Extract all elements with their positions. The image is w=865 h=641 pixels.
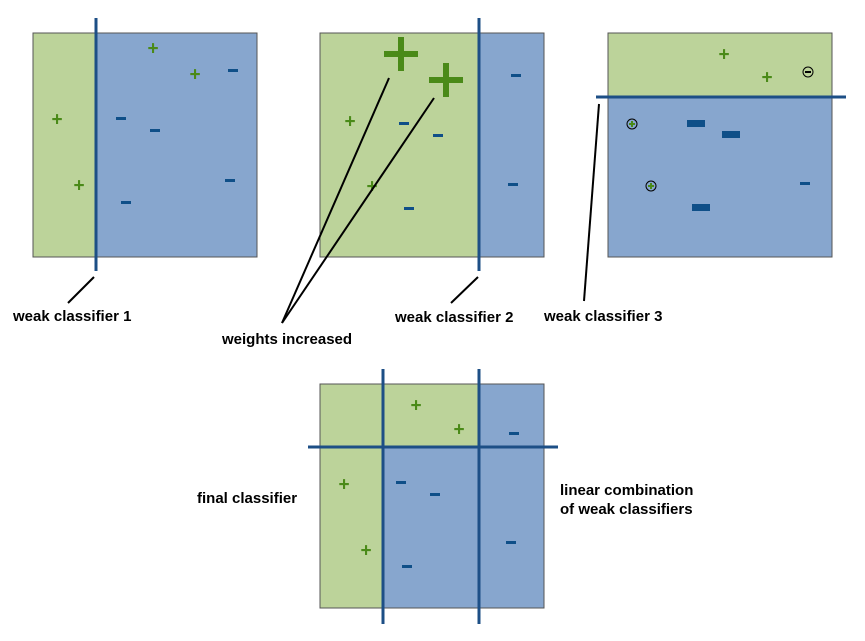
- plus-sample: +: [360, 541, 371, 562]
- minus-sample: [225, 179, 235, 182]
- plus-sample: +: [453, 420, 464, 441]
- minus-sample: [121, 201, 131, 204]
- label-pointer: [450, 276, 479, 304]
- plus-sample: +: [344, 112, 355, 133]
- panel-weak-classifier-1: + + + + weak classifier 1: [12, 18, 258, 325]
- minus-sample: [433, 134, 443, 137]
- plus-sample: +: [718, 45, 729, 66]
- final-classifier-label: final classifier: [197, 490, 297, 507]
- linear-combination-label-line2: of weak classifiers: [560, 501, 693, 518]
- minus-sample: [116, 117, 126, 120]
- large-plus-sample: [398, 37, 404, 71]
- minus-sample: [430, 493, 440, 496]
- minus-sample: [399, 122, 409, 125]
- panel-weak-classifier-2: + + weights increased weak classifier 2: [221, 18, 545, 348]
- panel-weak-classifier-3: + + weak classifier 3: [543, 32, 846, 325]
- minus-sample: [150, 129, 160, 132]
- minus-sample: [511, 74, 521, 77]
- positive-region: [608, 33, 832, 97]
- positive-region: [320, 384, 383, 608]
- panel-border: [319, 383, 545, 609]
- weak-classifier-2-label: weak classifier 2: [394, 309, 513, 326]
- negative-region: [608, 97, 832, 257]
- circled-plus-sample: [626, 118, 638, 130]
- minus-sample: [800, 182, 810, 185]
- plus-sample: +: [147, 39, 158, 60]
- large-minus-sample: [687, 120, 705, 127]
- panel-border: [607, 32, 833, 258]
- weak-classifier-1-label: weak classifier 1: [12, 308, 131, 325]
- weights-increased-label: weights increased: [221, 331, 352, 348]
- large-plus-sample: [443, 63, 449, 97]
- plus-sample: +: [761, 68, 772, 89]
- minus-sample: [396, 481, 406, 484]
- plus-sample: +: [51, 110, 62, 131]
- negative-region: [479, 33, 544, 257]
- panel-border: [32, 32, 258, 258]
- large-minus-sample: [692, 204, 710, 211]
- minus-sample: [402, 565, 412, 568]
- negative-region: [96, 33, 257, 257]
- minus-sample: [506, 541, 516, 544]
- linear-combination-label-line1: linear combination: [560, 482, 693, 499]
- plus-sample: +: [338, 475, 349, 496]
- plus-sample: +: [73, 176, 84, 197]
- label-pointer: [583, 103, 600, 302]
- positive-region: [33, 33, 96, 257]
- large-minus-sample: [722, 131, 740, 138]
- circled-minus-sample: [802, 66, 814, 78]
- plus-sample: +: [410, 396, 421, 417]
- plus-sample: +: [189, 65, 200, 86]
- minus-sample: [228, 69, 238, 72]
- minus-sample: [508, 183, 518, 186]
- circled-plus-sample: [645, 180, 657, 192]
- weights-pointer: [281, 97, 435, 324]
- positive-region: [383, 384, 479, 447]
- label-pointer: [67, 276, 95, 304]
- minus-sample: [509, 432, 519, 435]
- panel-final-classifier: + + + + final classifier linear combinat…: [197, 369, 693, 624]
- weak-classifier-3-label: weak classifier 3: [543, 308, 662, 325]
- plus-sample: +: [366, 177, 377, 198]
- weights-pointer: [281, 77, 390, 324]
- panel-border: [319, 32, 545, 258]
- minus-sample: [404, 207, 414, 210]
